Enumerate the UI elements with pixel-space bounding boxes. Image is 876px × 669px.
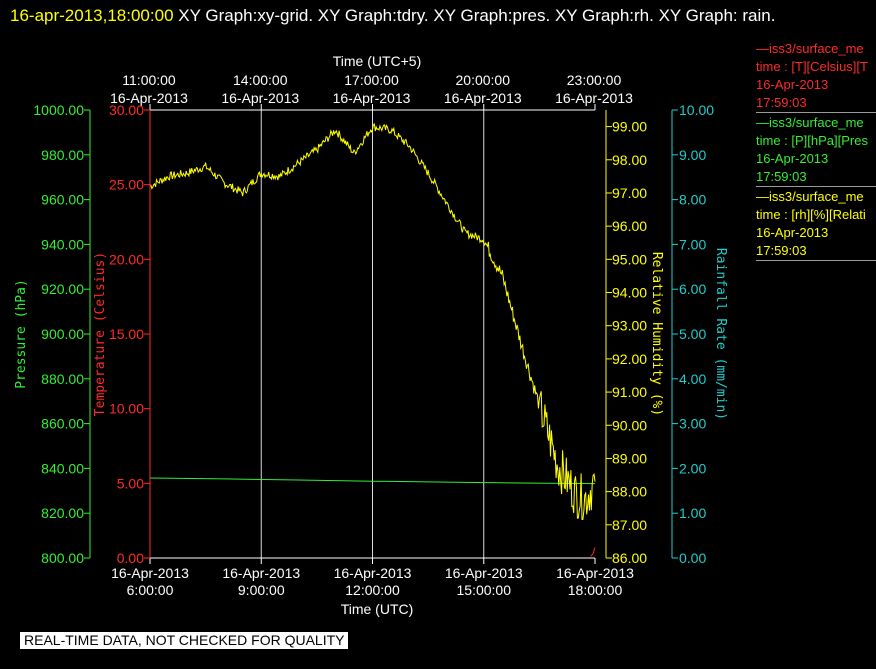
humidity-tick-label: 88.00: [612, 484, 647, 500]
x-top-tick-label-time: 17:00:00: [344, 72, 399, 88]
quality-disclaimer: REAL-TIME DATA, NOT CHECKED FOR QUALITY: [20, 632, 349, 649]
humidity-tick-label: 87.00: [612, 517, 647, 533]
legend-series-desc: time : [P][hPa][Pres: [756, 133, 868, 148]
x-tick-label-date: 16-Apr-2013: [222, 565, 300, 581]
series-pres: [149, 477, 596, 485]
x-top-axis-title: Time (UTC+5): [333, 53, 422, 69]
rain-tick-label: 1.00: [679, 505, 706, 521]
legend-date: 16-Apr-2013: [756, 225, 829, 240]
rain-axis-title: Rainfall Rate (mm/min): [713, 248, 728, 420]
x-tick-label-date: 16-Apr-2013: [445, 565, 523, 581]
humidity-tick-label: 96.00: [612, 218, 647, 234]
legend-time: 17:59:03: [756, 95, 807, 110]
legend-series-desc: time : [rh][%][Relati: [756, 207, 866, 222]
humidity-tick-label: 93.00: [612, 318, 647, 334]
temperature-tick-label: 15.00: [109, 326, 144, 342]
legend-time: 17:59:03: [756, 169, 807, 184]
pressure-tick-label: 980.00: [41, 147, 84, 163]
humidity-tick-label: 86.00: [612, 550, 647, 566]
humidity-tick-label: 89.00: [612, 450, 647, 466]
timestamp: 16-apr-2013,18:00:00: [10, 6, 174, 25]
legend-date: 16-Apr-2013: [756, 77, 829, 92]
x-top-tick-label-date: 16-Apr-2013: [110, 90, 188, 106]
temperature-tick-label: 25.00: [109, 177, 144, 193]
series-tdry: [590, 547, 596, 557]
x-tick-label-date: 16-Apr-2013: [556, 565, 634, 581]
pressure-tick-label: 840.00: [41, 460, 84, 476]
rain-tick-label: 2.00: [679, 460, 706, 476]
x-top-tick-label-time: 11:00:00: [122, 72, 176, 88]
pressure-tick-label: 800.00: [41, 550, 84, 566]
series-layer: [149, 122, 596, 557]
temperature-tick-label: 30.00: [109, 102, 144, 118]
x-top-tick-label-time: 20:00:00: [456, 72, 511, 88]
temperature-tick-label: 5.00: [117, 475, 144, 491]
axes-layer: [84, 104, 678, 564]
x-top-tick-label-date: 16-Apr-2013: [444, 90, 522, 106]
x-top-tick-label-time: 14:00:00: [233, 72, 288, 88]
humidity-tick-label: 99.00: [612, 119, 647, 135]
legend-entry-rh[interactable]: —iss3/surface_me time : [rh][%][Relati 1…: [756, 188, 876, 261]
humidity-tick-label: 94.00: [612, 285, 647, 301]
pressure-tick-label: 860.00: [41, 416, 84, 432]
legend-entry-tdry[interactable]: —iss3/surface_me time : [T][Celsius][T 1…: [756, 40, 876, 113]
legend-time: 17:59:03: [756, 243, 807, 258]
legend-series-name: —iss3/surface_me: [756, 41, 864, 56]
legend-series-name: —iss3/surface_me: [756, 115, 864, 130]
pressure-tick-label: 820.00: [41, 505, 84, 521]
rain-tick-label: 4.00: [679, 371, 706, 387]
pressure-tick-label: 920.00: [41, 281, 84, 297]
rain-tick-label: 7.00: [679, 236, 706, 252]
rain-tick-label: 10.00: [679, 102, 714, 118]
humidity-tick-label: 98.00: [612, 152, 647, 168]
humidity-tick-label: 92.00: [612, 351, 647, 367]
x-tick-label-date: 16-Apr-2013: [111, 565, 189, 581]
rain-tick-label: 9.00: [679, 147, 706, 163]
x-top-tick-label-date: 16-Apr-2013: [333, 90, 411, 106]
humidity-tick-label: 97.00: [612, 185, 647, 201]
legend-date: 16-Apr-2013: [756, 151, 829, 166]
graph-list: XY Graph:xy-grid. XY Graph:tdry. XY Grap…: [178, 6, 776, 25]
page-title: 16-apr-2013,18:00:00 XY Graph:xy-grid. X…: [10, 2, 860, 29]
labels-layer: 16-Apr-20136:00:0016-Apr-20139:00:0016-A…: [14, 53, 728, 617]
pressure-tick-label: 940.00: [41, 236, 84, 252]
humidity-axis-title: Relative Humidity (%): [649, 252, 664, 416]
humidity-tick-label: 91.00: [612, 384, 647, 400]
legend-series-name: —iss3/surface_me: [756, 189, 864, 204]
humidity-tick-label: 90.00: [612, 417, 647, 433]
rain-tick-label: 3.00: [679, 416, 706, 432]
x-top-tick-label-date: 16-Apr-2013: [221, 90, 299, 106]
x-top-tick-label-date: 16-Apr-2013: [555, 90, 633, 106]
rain-tick-label: 6.00: [679, 281, 706, 297]
temperature-tick-label: 10.00: [109, 401, 144, 417]
pressure-tick-label: 960.00: [41, 192, 84, 208]
legend-entry-pres[interactable]: —iss3/surface_me time : [P][hPa][Pres 16…: [756, 114, 876, 187]
temperature-axis-title: Temperature (Celsius): [93, 252, 108, 416]
x-top-tick-label-time: 23:00:00: [567, 72, 622, 88]
pressure-tick-label: 900.00: [41, 326, 84, 342]
legend: —iss3/surface_me time : [T][Celsius][T 1…: [756, 40, 876, 270]
rain-tick-label: 5.00: [679, 326, 706, 342]
x-tick-label-time: 15:00:00: [457, 582, 512, 598]
x-tick-label-time: 9:00:00: [238, 582, 285, 598]
x-tick-label-date: 16-Apr-2013: [334, 565, 412, 581]
x-axis-title: Time (UTC): [341, 601, 414, 617]
rain-tick-label: 8.00: [679, 192, 706, 208]
rain-tick-label: 0.00: [679, 550, 706, 566]
pressure-tick-label: 880.00: [41, 371, 84, 387]
x-tick-label-time: 18:00:00: [568, 582, 623, 598]
pressure-axis-title: Pressure (hPa): [14, 279, 29, 389]
pressure-tick-label: 1000.00: [33, 102, 84, 118]
x-tick-label-time: 6:00:00: [127, 582, 174, 598]
series-rh: [149, 122, 596, 521]
legend-series-desc: time : [T][Celsius][T: [756, 59, 868, 74]
grid-layer: [260, 110, 485, 558]
temperature-tick-label: 20.00: [109, 251, 144, 267]
x-tick-label-time: 12:00:00: [345, 582, 400, 598]
humidity-tick-label: 95.00: [612, 251, 647, 267]
temperature-tick-label: 0.00: [117, 550, 144, 566]
